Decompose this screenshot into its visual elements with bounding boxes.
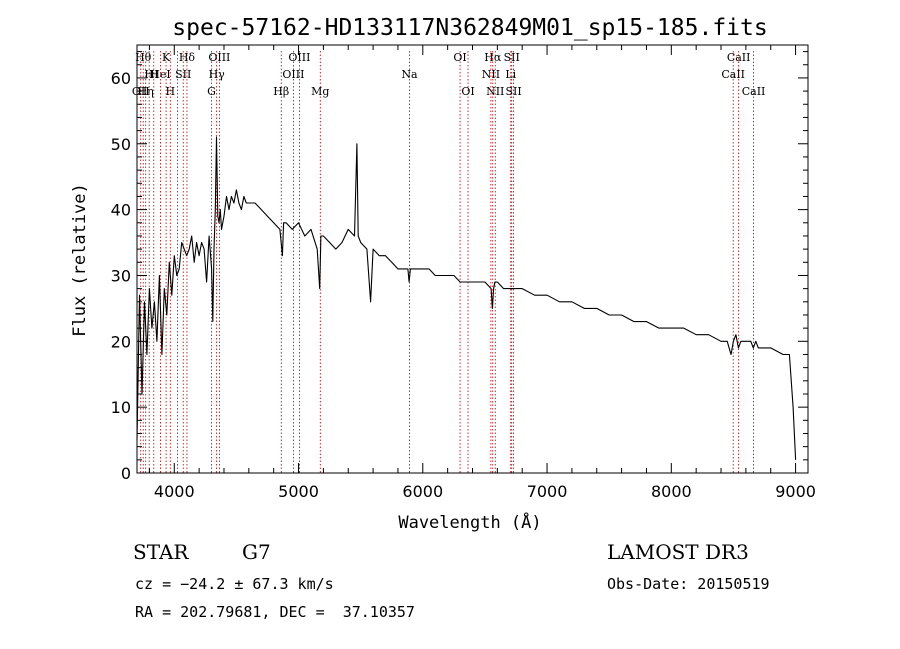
line-marker-label: Mg <box>311 85 329 98</box>
axes: 4000 5000 6000 7000 8000 9000 0 10 20 30 40 50 60 <box>111 44 816 501</box>
x-tick-label: 4000 <box>154 482 195 501</box>
line-marker-label: Hη <box>138 85 154 98</box>
object-subclass: G7 <box>242 540 271 564</box>
x-tick-label: 8000 <box>651 482 692 501</box>
redshift-cz: cz = −24.2 ± 67.3 km/s <box>135 575 334 593</box>
line-marker-label: H <box>166 85 176 98</box>
line-marker-label: Li <box>505 68 516 81</box>
line-marker-label: OI <box>461 85 474 98</box>
x-tick-label: 6000 <box>402 482 443 501</box>
plot-frame <box>136 44 809 474</box>
line-marker-label: Hθ <box>135 51 152 64</box>
line-marker-label: NII <box>482 68 500 81</box>
y-tick-label: 50 <box>111 135 131 154</box>
line-marker-label: SII <box>506 85 522 98</box>
coordinates: RA = 202.79681, DEC = 37.10357 <box>135 603 415 621</box>
x-tick-label: 7000 <box>527 482 568 501</box>
y-tick-label: 10 <box>111 398 131 417</box>
line-marker-label: OIII <box>288 51 310 64</box>
chart-title: spec-57162-HD133117N362849M01_sp15-185.f… <box>172 15 767 41</box>
line-marker-label: NII <box>486 85 504 98</box>
spectrum-line <box>136 136 797 460</box>
x-tick-label: 5000 <box>278 482 319 501</box>
line-marker-label: CaII <box>721 68 745 81</box>
line-marker-layer: HθOIIHηHHHeIKHSIIHδGHγOIIIHβOIIIOIIIMgNa… <box>132 51 766 473</box>
y-tick-label: 40 <box>111 201 131 220</box>
y-axis-label: Flux (relative) <box>70 183 90 337</box>
y-tick-label: 30 <box>111 266 131 285</box>
line-marker-label: H <box>149 68 159 81</box>
line-marker-label: CaII <box>727 51 751 64</box>
line-marker-label: OI <box>453 51 466 64</box>
line-marker-label: Hα <box>484 51 502 64</box>
survey-name: LAMOST DR3 <box>607 540 749 564</box>
line-marker-label: Na <box>401 68 418 81</box>
line-marker-label: HeI <box>150 68 170 81</box>
x-axis-label: Wavelength (Å) <box>398 511 541 533</box>
line-marker-label: Hβ <box>273 85 289 98</box>
line-marker-label: G <box>207 85 216 98</box>
y-tick-label: 60 <box>111 69 131 88</box>
line-marker-label: SII <box>175 68 191 81</box>
x-tick-label: 9000 <box>775 482 816 501</box>
y-tick-label: 0 <box>121 464 131 483</box>
line-marker-label: CaII <box>742 85 766 98</box>
line-marker-label: OIII <box>208 51 230 64</box>
line-marker-label: Hγ <box>209 68 226 81</box>
line-marker-label: Hδ <box>179 51 196 64</box>
observation-date: Obs-Date: 20150519 <box>607 575 770 593</box>
line-marker-label: SII <box>504 51 520 64</box>
line-marker-label: OIII <box>282 68 304 81</box>
line-marker-label: H <box>144 68 154 81</box>
spectrum-chart: spec-57162-HD133117N362849M01_sp15-185.f… <box>70 15 816 533</box>
spectrum-layer <box>136 136 797 460</box>
object-class: STAR <box>133 540 189 564</box>
y-tick-label: 20 <box>111 332 131 351</box>
line-marker-label: K <box>162 51 171 64</box>
